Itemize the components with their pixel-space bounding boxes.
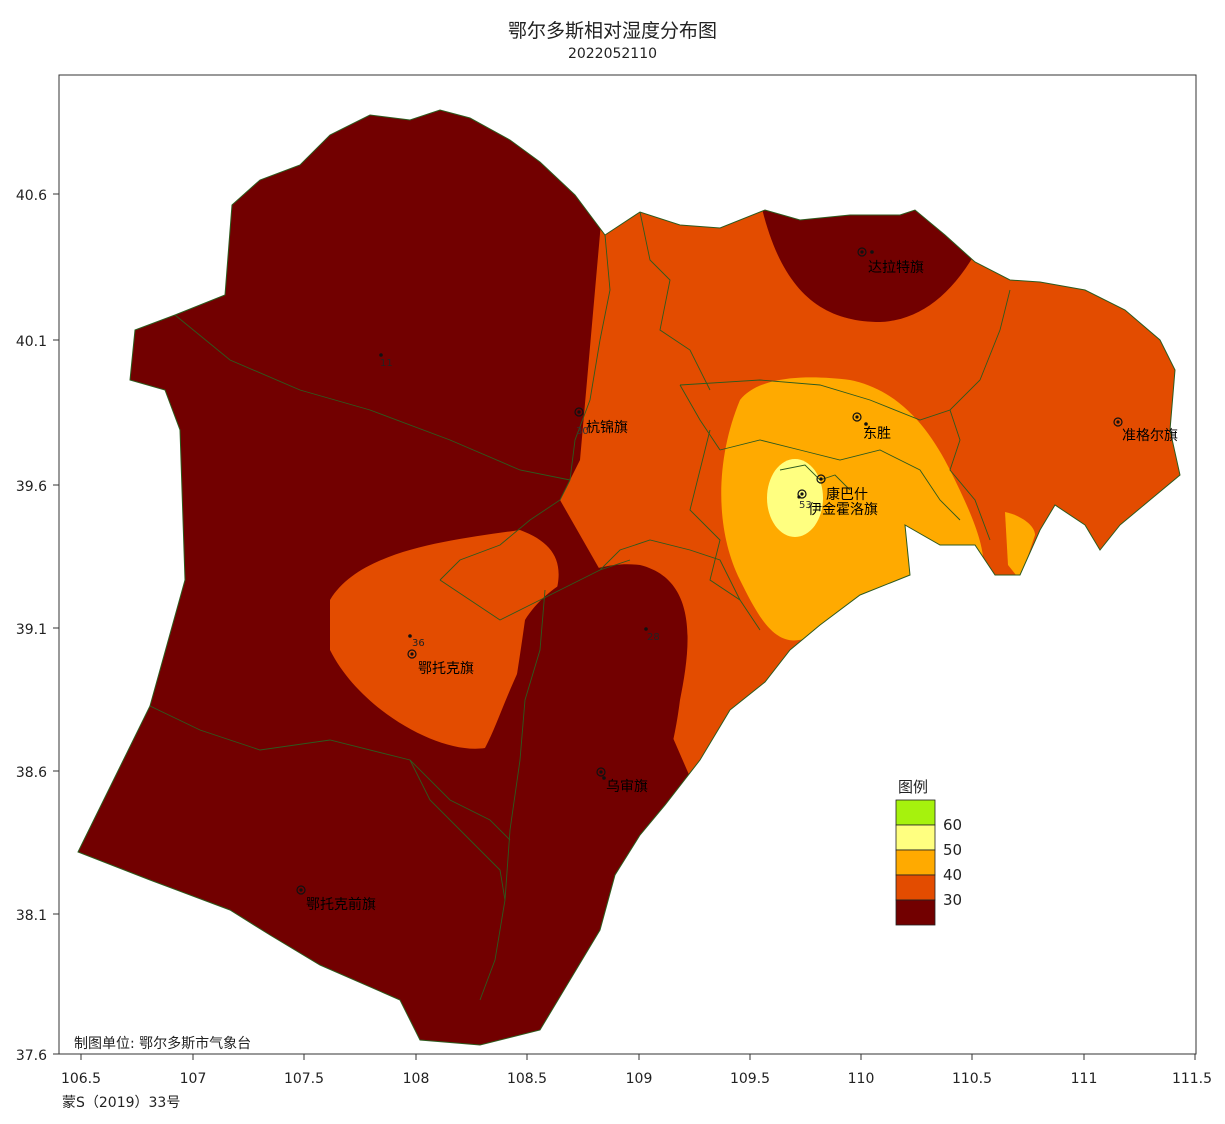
y-tick-39.1: 39.1 [16, 622, 47, 638]
band-below-30-south [478, 564, 688, 1000]
y-tick-38.1: 38.1 [16, 908, 47, 924]
legend-label-40: 40 [943, 866, 962, 884]
station-value-11: 11 [380, 358, 393, 369]
region-outline [77, 109, 1181, 1046]
x-tick-107: 107 [180, 1071, 207, 1087]
x-tick-110: 110 [848, 1071, 875, 1087]
station-28: 28 [644, 627, 660, 643]
boundary-dalad-west [639, 211, 711, 391]
legend-swatch-60 [895, 799, 936, 826]
x-tick-106.5: 106.5 [61, 1071, 101, 1087]
station-ejin-horo: 伊金霍洛旗 53 [797, 489, 878, 518]
station-label-hangjin: 杭锦旗 [586, 419, 628, 436]
boundary-dongsheng [719, 439, 961, 521]
station-value-28: 28 [647, 632, 660, 643]
x-tick-111: 111 [1071, 1071, 1098, 1087]
boundary-east-inner [679, 384, 721, 451]
station-label-jungar: 准格尔旗 [1122, 428, 1178, 444]
legend-label-30: 30 [943, 891, 962, 909]
station-label-ejin-horo: 伊金霍洛旗 [808, 502, 878, 518]
y-axis: 40.6 40.1 39.6 39.1 38.6 38.1 37.6 [16, 188, 59, 1064]
station-otog-front: 鄂托克前旗 [296, 885, 376, 913]
x-tick-109.5: 109.5 [730, 1071, 770, 1087]
boundary-otog-south [149, 705, 511, 841]
credit-text: 制图单位: 鄂尔多斯市气象台 [74, 1036, 252, 1052]
x-tick-107.5: 107.5 [284, 1071, 324, 1087]
station-dalad: 达拉特旗 [857, 247, 924, 276]
station-11: 11 [379, 353, 393, 369]
band-50-60 [767, 459, 823, 537]
legend-swatch-50 [895, 824, 936, 851]
legend-swatch-40 [895, 849, 936, 876]
station-label-kangbashi: 康巴什 [826, 486, 868, 503]
map-subtitle: 2022052110 [567, 46, 658, 62]
station-uxin: 乌审旗 [596, 767, 648, 795]
stations: 达拉特旗 东胜 准格尔旗 杭锦旗 30 康巴什 伊金霍洛旗 [296, 247, 1178, 913]
station-dongsheng: 东胜 [852, 412, 891, 442]
legend-swatch-30 [895, 874, 936, 901]
boundary-dalad-east [979, 289, 1011, 381]
station-value-hangjin: 30 [576, 426, 589, 437]
station-otog: 鄂托克旗 36 [407, 634, 474, 677]
y-tick-40.1: 40.1 [16, 334, 47, 350]
station-label-dongsheng: 东胜 [863, 426, 891, 442]
x-axis: 106.5 107 107.5 108 108.5 109 109.5 110 … [61, 1054, 1212, 1087]
boundary-hangjin-north [174, 314, 571, 481]
station-value-ejin-horo: 53 [799, 500, 812, 511]
legend-label-60: 60 [943, 816, 962, 834]
map-title: 鄂尔多斯相对湿度分布图 [507, 20, 717, 42]
x-tick-109: 109 [626, 1071, 653, 1087]
station-label-otog-front: 鄂托克前旗 [306, 896, 376, 913]
legend-swatch-below-30 [895, 899, 936, 926]
boundary-uxin-north [599, 539, 741, 601]
station-kangbashi: 康巴什 [816, 474, 868, 503]
legend-label-50: 50 [943, 841, 962, 859]
station-label-dalad: 达拉特旗 [868, 260, 924, 276]
y-tick-38.6: 38.6 [16, 765, 47, 781]
y-tick-39.6: 39.6 [16, 479, 47, 495]
x-tick-111.5: 111.5 [1172, 1071, 1212, 1087]
x-tick-108: 108 [403, 1071, 430, 1087]
y-tick-37.6: 37.6 [16, 1048, 47, 1064]
boundary-hangjin-east [569, 234, 611, 481]
station-hangjin: 杭锦旗 30 [574, 407, 628, 437]
legend: 图例 60 50 40 30 [895, 778, 962, 926]
station-jungar: 准格尔旗 [1113, 417, 1178, 444]
county-boundaries [149, 211, 1011, 1001]
boundary-otog-front [409, 759, 506, 901]
station-label-uxin: 乌审旗 [606, 779, 648, 795]
legend-title: 图例 [898, 778, 928, 796]
y-tick-40.6: 40.6 [16, 188, 47, 204]
boundary-hangjin-south [439, 479, 571, 581]
license-text: 蒙S（2019）33号 [62, 1095, 181, 1111]
boundary-jungar-west [949, 409, 991, 541]
band-40-50-strip [1005, 512, 1035, 580]
station-value-otog: 36 [412, 638, 425, 649]
x-tick-110.5: 110.5 [952, 1071, 992, 1087]
boundary-uxin-west [479, 589, 546, 1001]
band-30-40-west [330, 530, 559, 749]
station-label-otog: 鄂托克旗 [418, 661, 474, 677]
x-tick-108.5: 108.5 [507, 1071, 547, 1087]
